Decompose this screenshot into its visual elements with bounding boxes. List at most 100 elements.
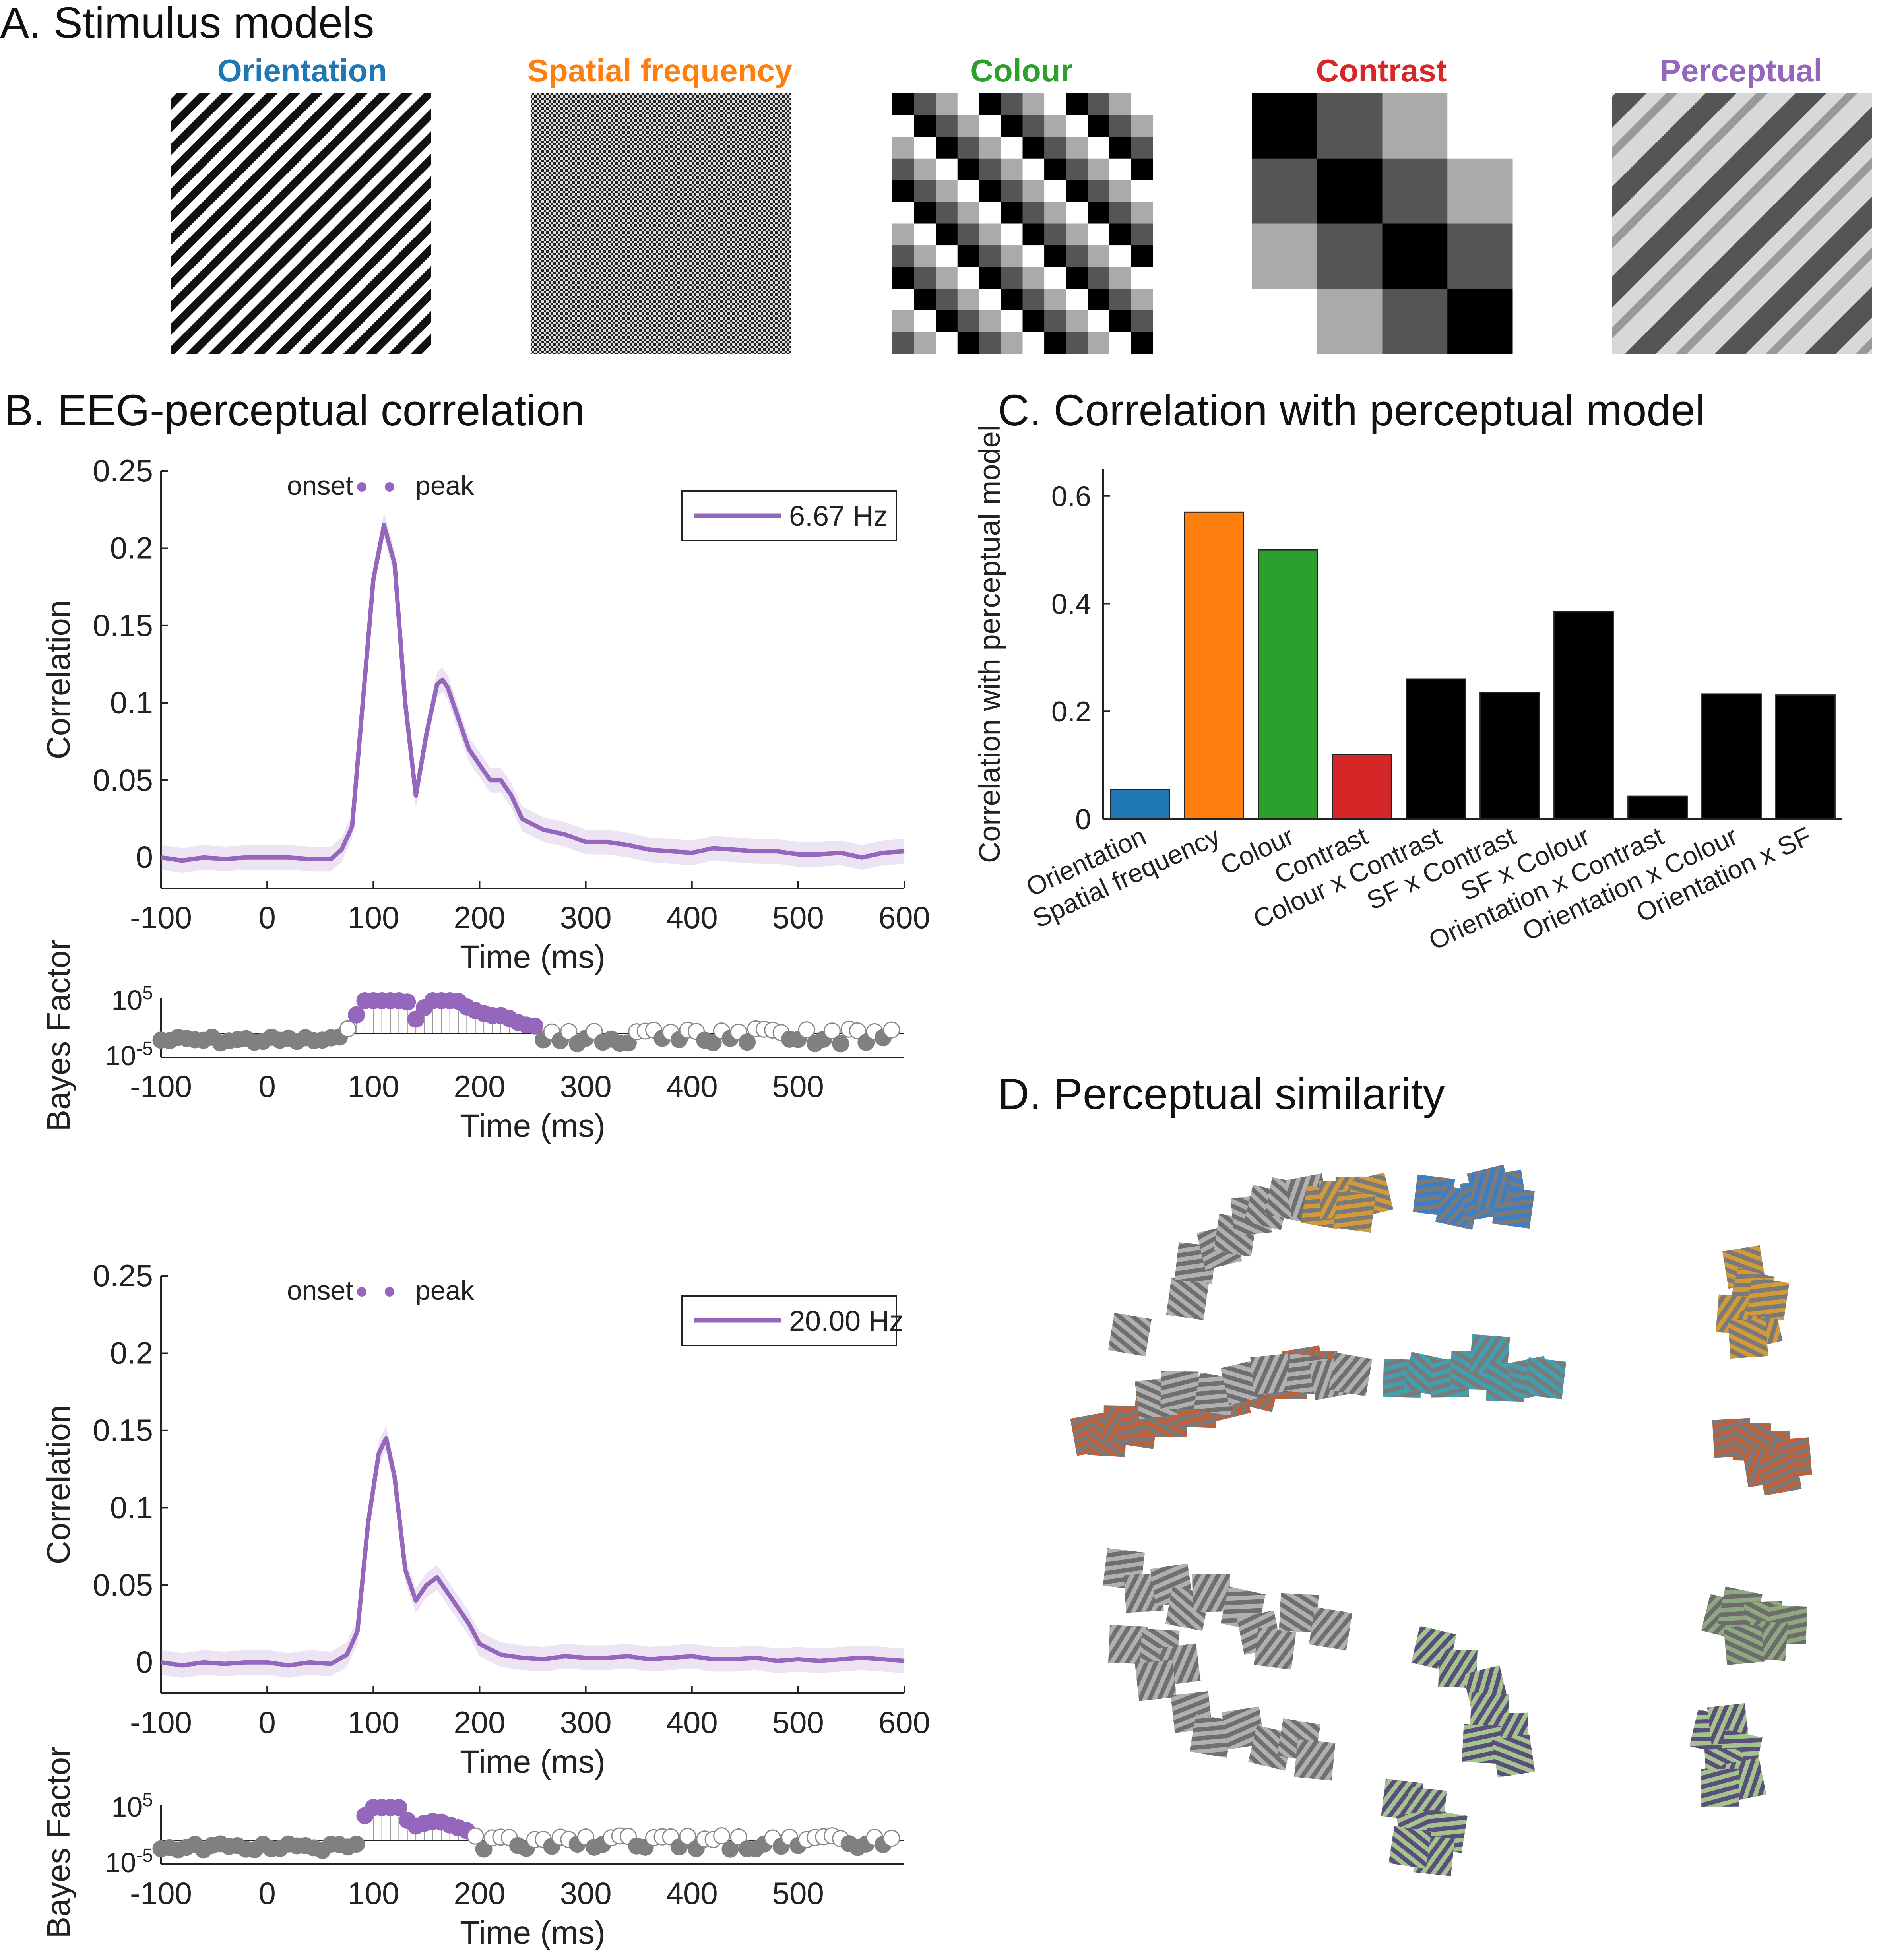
contrast-cell	[1317, 289, 1383, 354]
colour-cell	[1066, 310, 1088, 332]
colour-cell	[1044, 267, 1066, 289]
colour-cell	[892, 158, 915, 180]
bar-orientation-x-contrast	[1627, 795, 1688, 820]
bf-x-tick-label: 500	[772, 1876, 824, 1911]
colour-cell	[979, 310, 1001, 332]
colour-cell	[1066, 115, 1088, 137]
colour-cell	[1022, 180, 1045, 202]
colour-cell	[1066, 223, 1088, 246]
bf-point	[832, 1035, 849, 1053]
colour-cell	[1066, 93, 1088, 116]
colour-cell	[1001, 158, 1023, 180]
colour-cell	[979, 332, 1001, 354]
series-line	[161, 523, 905, 863]
bf-point	[526, 1017, 543, 1035]
bar-contrast	[1332, 754, 1392, 820]
colour-cell	[1109, 93, 1131, 116]
colour-cell	[1022, 137, 1045, 159]
colour-cell	[914, 245, 936, 268]
colour-cell	[957, 137, 979, 159]
colour-cell	[1044, 115, 1066, 137]
contrast-cell	[1382, 289, 1448, 354]
bf-point	[560, 1023, 578, 1040]
stimulus-tile	[1328, 1352, 1373, 1396]
x-tick-label: 200	[454, 1705, 505, 1740]
model-label-perceptual: Perceptual	[1660, 53, 1822, 88]
colour-cell	[892, 310, 915, 332]
colour-cell	[1001, 137, 1023, 159]
colour-cell	[1131, 93, 1153, 116]
colour-cell	[1022, 289, 1045, 311]
bf-point	[348, 1006, 365, 1024]
contrast-cell	[1317, 223, 1383, 289]
bf-point	[798, 1021, 815, 1039]
colour-cell	[1088, 158, 1110, 180]
bayes-factor-chart-20hz: -100 0 100 200 300 400 500 105 10-5 Time (ms) Baye…	[41, 1746, 904, 1951]
colour-cell	[1109, 115, 1131, 137]
x-axis-label: Time (ms)	[460, 939, 605, 975]
colour-cell	[892, 137, 915, 159]
colour-cell	[1088, 245, 1110, 268]
confidence-band	[161, 1426, 904, 1678]
bf-point	[399, 993, 416, 1011]
x-axis-label: Time (ms)	[460, 1744, 605, 1780]
colour-cell	[1066, 202, 1088, 224]
x-tick-label: 600	[878, 1705, 930, 1740]
colour-matrix	[892, 93, 1153, 354]
bf-y-axis-label: Bayes Factor	[41, 939, 77, 1131]
bf-x-tick-label: 500	[772, 1069, 824, 1104]
colour-cell	[936, 93, 958, 116]
colour-cell	[979, 202, 1001, 224]
colour-cell	[1131, 137, 1153, 159]
colour-cell	[1109, 202, 1131, 224]
colour-cell	[979, 245, 1001, 268]
colour-cell	[1109, 223, 1131, 246]
colour-cell	[892, 223, 915, 246]
colour-cell	[914, 202, 936, 224]
stimulus-tile	[1108, 1312, 1152, 1357]
colour-cell	[1131, 289, 1153, 311]
contrast-cell	[1252, 93, 1318, 159]
colour-cell	[892, 93, 915, 116]
peak-marker	[385, 482, 394, 492]
bayes-factor-chart-6-67hz: -100 0 100 200 300 400 500 105 10-5 Time (ms) Baye…	[41, 939, 904, 1144]
contrast-matrix	[1252, 93, 1513, 354]
bf-point	[679, 1828, 696, 1845]
colour-cell	[1001, 115, 1023, 137]
colour-cell	[1001, 202, 1023, 224]
colour-cell	[957, 289, 979, 311]
orientation-matrix	[171, 93, 431, 354]
colour-cell	[1109, 310, 1131, 332]
colour-cell	[1131, 158, 1153, 180]
stimulus-tile	[1250, 1353, 1292, 1395]
colour-cell	[892, 332, 915, 354]
colour-cell	[936, 332, 958, 354]
colour-cell	[979, 158, 1001, 180]
y-axis-label: Correlation	[41, 600, 77, 759]
colour-cell	[914, 332, 936, 354]
x-tick-label: 300	[560, 900, 612, 935]
stimulus-tile	[1746, 1277, 1790, 1320]
bf-x-tick-label: -100	[130, 1876, 192, 1911]
peak-label: peak	[415, 471, 474, 501]
colour-cell	[1066, 289, 1088, 311]
bf-point	[619, 1034, 637, 1052]
colour-cell	[936, 245, 958, 268]
colour-cell	[1109, 137, 1131, 159]
colour-cell	[979, 289, 1001, 311]
colour-cell	[1022, 93, 1045, 116]
y-axis-label: Correlation	[41, 1405, 77, 1564]
colour-cell	[1131, 310, 1153, 332]
bf-point	[467, 1827, 484, 1845]
colour-cell	[957, 332, 979, 354]
x-tick-label: -100	[130, 1705, 192, 1740]
colour-cell	[1001, 310, 1023, 332]
colour-cell	[1109, 289, 1131, 311]
eeg-correlation-chart-20hz: -100 0 100 200 300 400 500 600 0 0.05 0.1 0.15 0.2 0.…	[41, 1258, 930, 1780]
bar-orientation	[1110, 789, 1170, 820]
colour-cell	[979, 223, 1001, 246]
stimulus-tile	[1309, 1607, 1352, 1651]
bf-y-axis-label: Bayes Factor	[41, 1746, 77, 1938]
colour-cell	[1022, 115, 1045, 137]
colour-cell	[1001, 180, 1023, 202]
